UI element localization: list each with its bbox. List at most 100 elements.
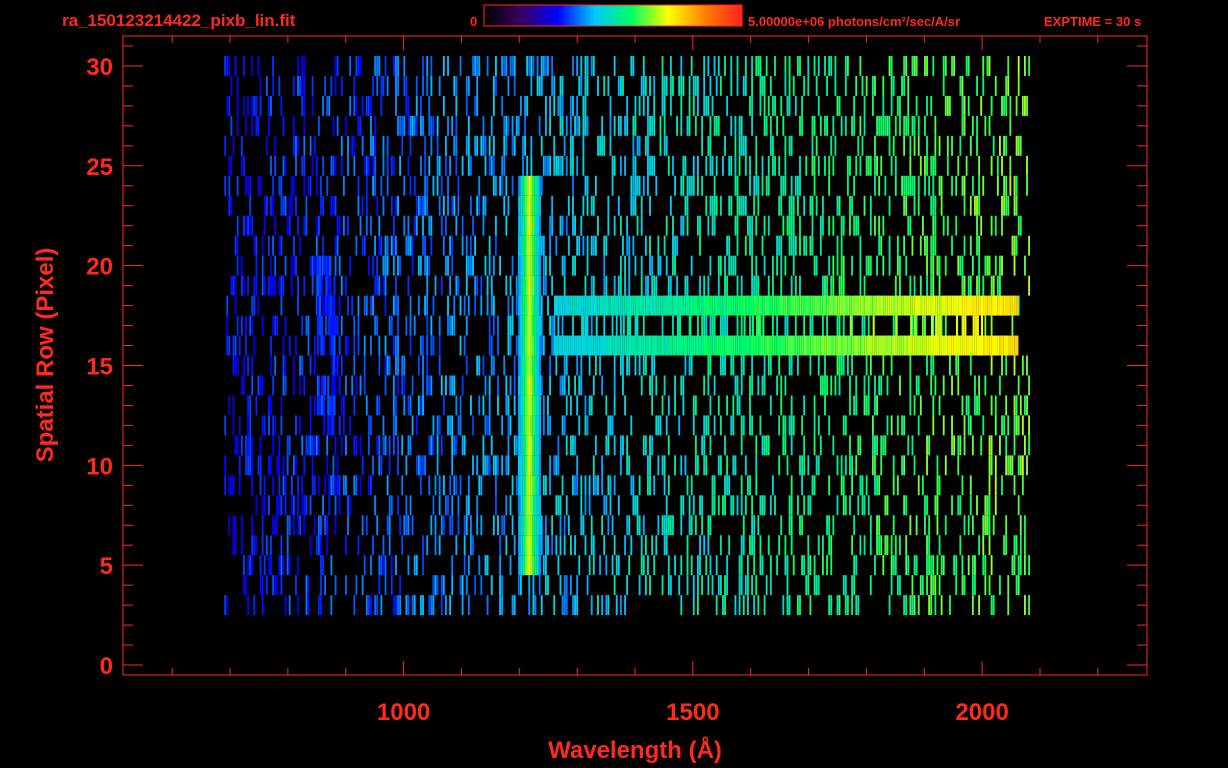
- heatmap-cell: [788, 495, 791, 516]
- heatmap-cell: [1008, 295, 1011, 316]
- heatmap-cell: [924, 495, 926, 516]
- heatmap-cell: [713, 115, 716, 136]
- heatmap-cell: [736, 395, 739, 416]
- heatmap-cell: [978, 375, 981, 396]
- heatmap-cell: [426, 175, 429, 196]
- heatmap-cell: [517, 115, 520, 136]
- heatmap-cell: [928, 175, 931, 196]
- heatmap-cell: [482, 435, 485, 456]
- heatmap-cell: [678, 295, 682, 316]
- heatmap-cell: [588, 355, 591, 376]
- heatmap-cell: [301, 355, 304, 376]
- heatmap-cell: [1005, 515, 1008, 536]
- heatmap-cell: [519, 575, 522, 596]
- heatmap-cell: [457, 495, 460, 516]
- heatmap-cell: [755, 55, 758, 76]
- heatmap-cell: [347, 135, 349, 156]
- heatmap-cell: [736, 315, 739, 336]
- heatmap-cell: [636, 135, 639, 156]
- heatmap-cell: [580, 515, 583, 536]
- heatmap-cell: [1017, 375, 1020, 396]
- heatmap-cell: [874, 75, 876, 96]
- heatmap-cell: [995, 335, 998, 356]
- heatmap-cell: [247, 175, 250, 196]
- heatmap-cell: [874, 435, 876, 456]
- heatmap-cell: [694, 435, 697, 456]
- heatmap-cell: [703, 435, 706, 456]
- heatmap-cell: [971, 595, 974, 616]
- heatmap-cell: [732, 455, 735, 476]
- heatmap-cell: [601, 335, 604, 356]
- heatmap-cell: [509, 335, 512, 356]
- heatmap-cell: [430, 235, 433, 256]
- heatmap-cell: [685, 295, 688, 316]
- heatmap-cell: [724, 255, 726, 276]
- heatmap-cell: [871, 435, 874, 456]
- heatmap-cell: [536, 435, 539, 456]
- heatmap-cell: [812, 295, 815, 316]
- heatmap-cell: [345, 335, 347, 356]
- heatmap-cell: [797, 335, 800, 356]
- heatmap-cell: [918, 295, 921, 316]
- heatmap-cell: [445, 215, 447, 236]
- heatmap-cell: [451, 575, 454, 596]
- heatmap-cell: [592, 475, 595, 496]
- heatmap-cell: [528, 555, 531, 576]
- heatmap-cell: [540, 75, 543, 96]
- heatmap-cell: [855, 295, 859, 316]
- heatmap-cell: [330, 195, 333, 216]
- heatmap-cell: [323, 375, 326, 396]
- heatmap-cell: [757, 595, 760, 616]
- heatmap-cell: [726, 295, 729, 316]
- heatmap-cell: [734, 115, 737, 136]
- heatmap-cell: [939, 315, 942, 336]
- heatmap-cell: [572, 95, 574, 116]
- heatmap-cell: [682, 495, 685, 516]
- heatmap-cell: [1013, 415, 1016, 436]
- heatmap-cell: [228, 175, 231, 196]
- heatmap-cell: [990, 315, 993, 336]
- heatmap-cell: [415, 115, 418, 136]
- heatmap-cell: [603, 295, 607, 316]
- heatmap-cell: [447, 195, 449, 216]
- heatmap-cell: [317, 595, 320, 616]
- heatmap-cell: [724, 355, 726, 376]
- heatmap-cell: [536, 235, 539, 256]
- heatmap-cell: [692, 575, 695, 596]
- heatmap-cell: [384, 555, 387, 576]
- heatmap-cell: [555, 455, 558, 476]
- heatmap-cell: [361, 235, 364, 256]
- heatmap-cell: [862, 295, 865, 316]
- heatmap-cell: [616, 335, 619, 356]
- heatmap-cell: [295, 195, 297, 216]
- heatmap-cell: [247, 595, 250, 616]
- heatmap-cell: [811, 115, 814, 136]
- heatmap-cell: [703, 55, 706, 76]
- heatmap-cell: [715, 195, 718, 216]
- heatmap-cell: [909, 215, 912, 236]
- heatmap-cell: [422, 375, 424, 396]
- heatmap-cell: [499, 575, 502, 596]
- heatmap-cell: [316, 255, 319, 276]
- heatmap-cell: [765, 55, 768, 76]
- heatmap-cell: [590, 595, 593, 616]
- heatmap-cell: [653, 475, 656, 496]
- heatmap-cell: [501, 155, 504, 176]
- heatmap-cell: [329, 255, 332, 276]
- heatmap-cell: [361, 455, 364, 476]
- heatmap-cell: [526, 475, 529, 496]
- heatmap-cell: [230, 195, 233, 216]
- heatmap-cell: [401, 475, 404, 496]
- heatmap-cell: [619, 315, 622, 336]
- heatmap-cell: [347, 495, 349, 516]
- heatmap-cell: [619, 115, 622, 136]
- heatmap-cell: [520, 375, 523, 396]
- heatmap-cell: [320, 535, 322, 556]
- heatmap-cell: [370, 475, 372, 496]
- heatmap-cell: [969, 415, 972, 436]
- heatmap-cell: [331, 415, 334, 436]
- heatmap-cell: [617, 495, 620, 516]
- heatmap-cell: [572, 135, 574, 156]
- heatmap-cell: [638, 175, 641, 196]
- heatmap-cell: [382, 135, 385, 156]
